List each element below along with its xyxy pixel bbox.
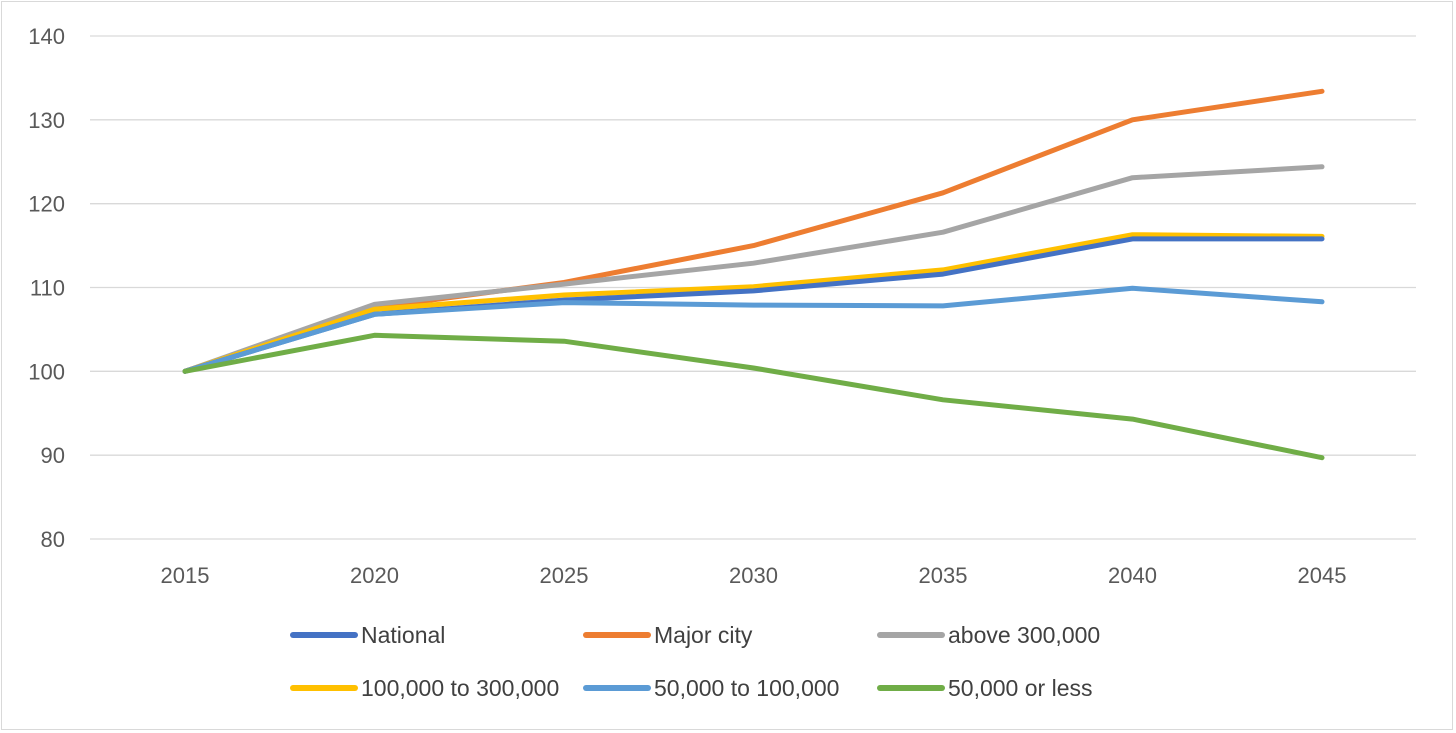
y-tick-label: 80: [41, 527, 65, 552]
x-tick-label: 2040: [1108, 563, 1157, 588]
legend-label: 50,000 to 100,000: [654, 675, 839, 701]
legend-label: Major city: [654, 622, 753, 648]
legend-label: 100,000 to 300,000: [361, 675, 559, 701]
x-tick-label: 2035: [919, 563, 968, 588]
legend-item[interactable]: National: [290, 622, 445, 648]
y-tick-label: 130: [28, 108, 65, 133]
y-tick-label: 120: [28, 192, 65, 217]
series-line-major-city: [182, 88, 1325, 374]
y-tick-label: 140: [28, 24, 65, 49]
series-line-50-000-or-less: [182, 332, 1325, 461]
legend: National Major city above 300,000 100,000 t…: [290, 622, 1100, 701]
y-tick-label: 90: [41, 443, 65, 468]
legend-item[interactable]: above 300,000: [877, 622, 1100, 648]
legend-item[interactable]: 50,000 or less: [877, 675, 1092, 701]
y-tick-label: 100: [28, 359, 65, 384]
x-tick-label: 2045: [1298, 563, 1347, 588]
x-axis-ticks: 2015 2020 2025 2030 2035 2040 2045: [161, 563, 1347, 588]
series-line-50-000-to-100-000: [182, 285, 1325, 374]
x-tick-label: 2025: [540, 563, 589, 588]
series-line-above-300-000: [182, 164, 1325, 374]
legend-item[interactable]: 100,000 to 300,000: [290, 675, 559, 701]
legend-label: National: [361, 622, 445, 648]
legend-item[interactable]: Major city: [583, 622, 753, 648]
x-tick-label: 2015: [161, 563, 210, 588]
y-axis-ticks: 80 90 100 110 120 130 140: [28, 24, 65, 552]
series-line-100-000-to-300-000: [182, 232, 1325, 374]
x-tick-label: 2030: [729, 563, 778, 588]
x-tick-label: 2020: [350, 563, 399, 588]
legend-item[interactable]: 50,000 to 100,000: [583, 675, 839, 701]
series-lines: [182, 88, 1325, 461]
gridlines: [90, 35, 1416, 540]
legend-label: above 300,000: [948, 622, 1100, 648]
y-tick-label: 110: [30, 276, 65, 301]
legend-label: 50,000 or less: [948, 675, 1092, 701]
